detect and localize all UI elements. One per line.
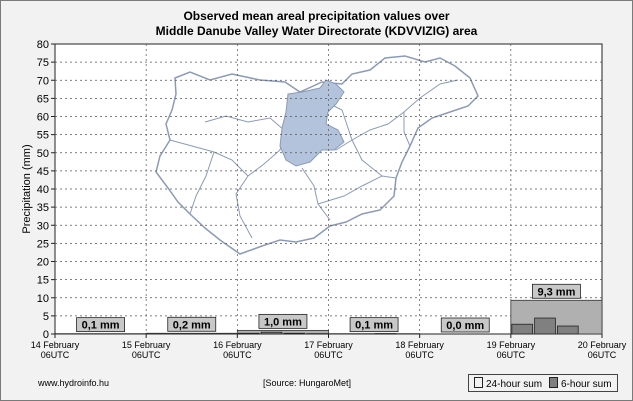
legend-item-6h: 6-hour sum: [549, 377, 612, 390]
data-label-box: [258, 313, 308, 329]
bar-6h: [260, 331, 283, 335]
legend-swatch-6h: [549, 377, 558, 388]
x-tick-label-time: 06UTC: [41, 350, 70, 360]
y-tick-label: 40: [37, 184, 49, 196]
x-tick-label-date: 20 February: [578, 340, 627, 350]
data-label: 0,0 mm: [446, 320, 484, 332]
x-tick-label-time: 06UTC: [132, 350, 161, 360]
inner-boundary-1: [204, 115, 285, 239]
bar-6h: [283, 332, 306, 335]
bar-6h: [557, 325, 579, 335]
data-label: 0,2 mm: [173, 319, 211, 331]
y-tick-label: 75: [37, 57, 49, 69]
y-axis-label: Precipitation (mm): [21, 144, 33, 233]
inner-boundary-2: [317, 79, 459, 151]
y-tick-label: 30: [37, 220, 49, 232]
site-url: www.hydroinfo.hu: [38, 378, 110, 388]
x-tick-label-time: 06UTC: [588, 350, 617, 360]
source-note: [Source: HungaroMet]: [263, 378, 352, 388]
y-tick-label: 60: [37, 112, 49, 124]
bar-6h: [237, 332, 260, 335]
inner-boundary-3: [301, 167, 397, 221]
y-tick-label: 70: [37, 75, 49, 87]
x-tick-label-date: 17 February: [304, 340, 353, 350]
y-tick-label: 25: [37, 238, 49, 250]
x-tick-label-date: 16 February: [213, 340, 262, 350]
bar-24h: [145, 332, 238, 335]
bars-layer: 0,1 mm 0,2 mm 1,0 mm 0,1 mm 0,0 mm 9,3 mm: [54, 283, 603, 335]
legend-item-24h: 24-hour sum: [474, 377, 542, 390]
y-tick-label: 50: [37, 148, 49, 160]
legend-label-24h: 24-hour sum: [486, 379, 543, 390]
data-label: 0,1 mm: [82, 320, 120, 332]
y-tick-label: 0: [43, 329, 49, 341]
y-tick-label: 80: [37, 39, 49, 51]
y-tick-label: 45: [37, 166, 49, 178]
y-tick-label: 20: [37, 257, 49, 269]
gridlines: [55, 44, 602, 334]
y-tick-label: 10: [37, 293, 49, 305]
y-tick-label: 35: [37, 202, 49, 214]
chart-title-line2: Middle Danube Valley Water Directorate (…: [155, 24, 478, 38]
x-tick-label-date: 18 February: [395, 340, 444, 350]
bar-6h: [534, 317, 556, 335]
y-tick-label: 55: [37, 130, 49, 142]
region-map: [155, 55, 479, 255]
bar-6h: [511, 323, 534, 335]
x-tick-label-date: 15 February: [122, 340, 171, 350]
x-tick-label-date: 14 February: [31, 340, 80, 350]
x-tick-label-time: 06UTC: [314, 350, 343, 360]
legend: 24-hour sum 6-hour sum: [468, 374, 618, 392]
bar-24h: [236, 329, 329, 335]
axes-layer: 0 5 10 15 20 25 30 35 40 45 50 55 60 65 70 75 80 14 Febru…: [31, 39, 627, 360]
data-label-box: [76, 317, 125, 333]
data-label: 1,0 mm: [264, 316, 302, 328]
legend-label-6h: 6-hour sum: [561, 379, 612, 390]
x-tick-label-time: 06UTC: [497, 350, 526, 360]
data-label-box: [349, 317, 399, 333]
chart-title-line1: Observed mean areal precipitation values…: [183, 9, 450, 23]
x-tick-label-date: 19 February: [487, 340, 536, 350]
kdvvizig-area: [279, 79, 345, 167]
data-label: 9,3 mm: [537, 286, 575, 298]
y-tick-label: 65: [37, 93, 49, 105]
legend-swatch-24h: [474, 377, 483, 388]
x-tick-label-time: 06UTC: [405, 350, 434, 360]
y-tick-label: 5: [43, 311, 49, 323]
y-tick-label: 15: [37, 275, 49, 287]
data-label-box: [532, 283, 581, 299]
data-label: 0,1 mm: [355, 320, 393, 332]
x-tick-label-time: 06UTC: [223, 350, 252, 360]
data-label-box: [440, 317, 490, 333]
data-label-box: [167, 316, 217, 332]
